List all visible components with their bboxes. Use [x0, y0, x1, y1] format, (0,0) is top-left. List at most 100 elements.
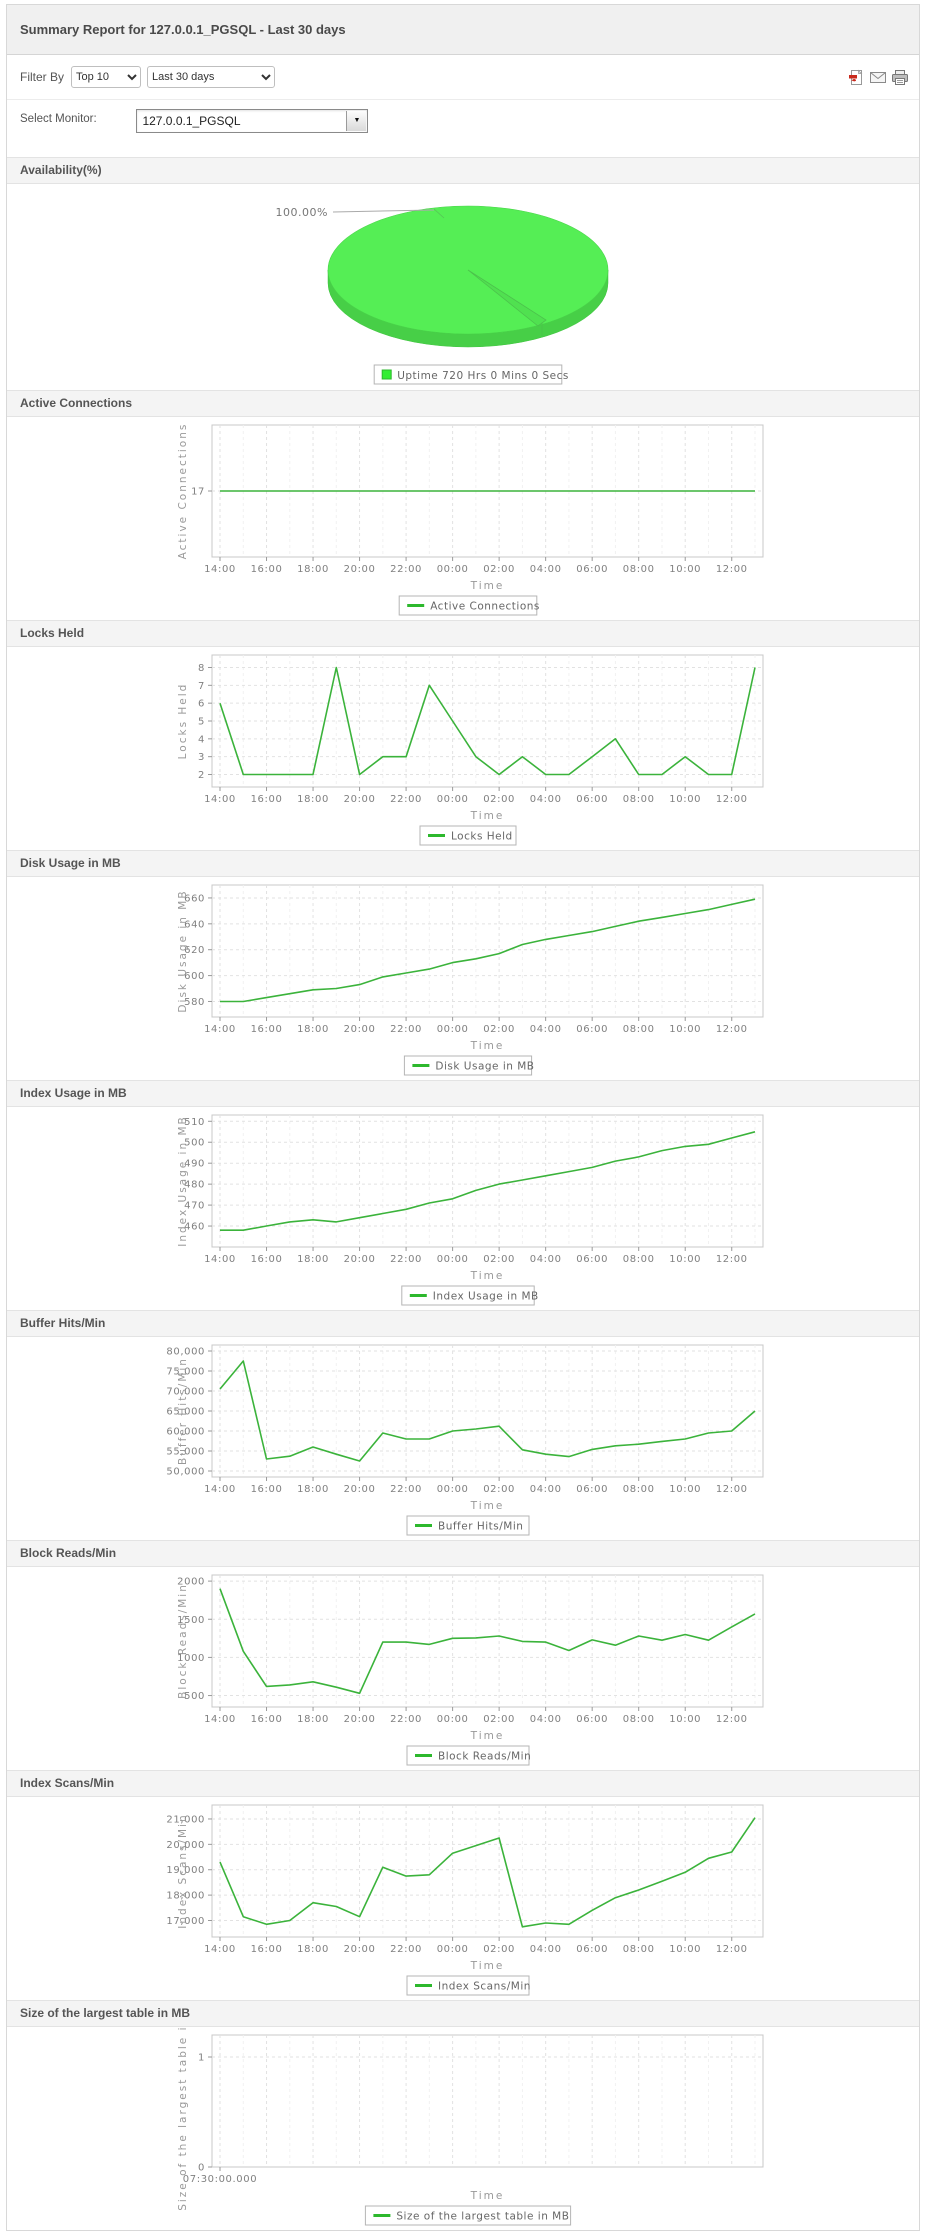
- x-axis-title: Time: [470, 1500, 505, 1512]
- legend-label: Locks Held: [451, 831, 513, 843]
- locks-held-chart: 2 3 4 5 6 7 8 14:00 16:00 18:00 20:00 22:00 00:00 02:…: [177, 654, 764, 846]
- x-tick-label: 12:00: [716, 1484, 748, 1495]
- print-icon[interactable]: [891, 69, 909, 86]
- x-tick-label: 20:00: [344, 1944, 376, 1955]
- x-tick-label: 00:00: [437, 1714, 469, 1725]
- y-tick-label: 460: [184, 1222, 205, 1233]
- x-tick-label: 00:00: [437, 794, 469, 805]
- plot-area: [211, 1114, 764, 1248]
- x-tick-label: 10:00: [669, 1484, 701, 1495]
- x-tick-label: 12:00: [716, 564, 748, 575]
- x-tick-label: 12:00: [716, 1254, 748, 1265]
- report-section-locks-held: Locks Held 2 3 4 5 6 7 8 14:00 16:00 18:00 20:00 22:…: [7, 620, 919, 850]
- x-axis-title: Time: [470, 1960, 505, 1972]
- plot-area: [211, 2034, 764, 2168]
- legend-label: Active Connections: [430, 601, 540, 613]
- x-tick-label: 16:00: [251, 1714, 283, 1725]
- x-tick-label: 04:00: [530, 1714, 562, 1725]
- period-select[interactable]: Last 30 days: [147, 66, 276, 88]
- x-tick-label: 10:00: [669, 564, 701, 575]
- x-tick-label: 10:00: [669, 1024, 701, 1035]
- top-n-select[interactable]: Top 10: [71, 66, 142, 88]
- x-tick-label: 08:00: [623, 564, 655, 575]
- x-tick-label: 14:00: [204, 564, 236, 575]
- y-tick-label: 6: [198, 699, 205, 710]
- x-tick-label: 00:00: [437, 564, 469, 575]
- x-tick-label: 12:00: [716, 1944, 748, 1955]
- x-tick-label: 04:00: [530, 794, 562, 805]
- legend-label: Size of the largest table in MB: [396, 2211, 569, 2223]
- y-tick-label: 490: [184, 1159, 205, 1170]
- y-tick-label: 480: [184, 1180, 205, 1191]
- x-tick-label: 06:00: [576, 1714, 608, 1725]
- y-tick-label: 470: [184, 1201, 205, 1212]
- y-tick-label: 1000: [177, 1653, 205, 1664]
- legend-label: Index Usage in MB: [433, 1291, 539, 1303]
- x-tick-label: 02:00: [483, 1024, 515, 1035]
- y-tick-label: 500: [184, 1691, 205, 1702]
- x-tick-label: 00:00: [437, 1254, 469, 1265]
- x-tick-label: 10:00: [669, 1254, 701, 1265]
- legend-box: [403, 1055, 533, 1076]
- x-tick-label: 20:00: [344, 1254, 376, 1265]
- y-tick-label: 7: [198, 681, 205, 692]
- x-tick-label: 18:00: [297, 564, 329, 575]
- legend-label: Block Reads/Min: [438, 1751, 531, 1763]
- x-tick-label: 06:00: [576, 1024, 608, 1035]
- report-title-bar: Summary Report for 127.0.0.1_PGSQL - Las…: [7, 5, 919, 55]
- y-tick-label: 0: [198, 2163, 205, 2174]
- buffer-hits-chart: 50,000 55,000 60,000 65,000 70,000 75,000 80,0…: [166, 1344, 764, 1536]
- index-scans-chart: 17,000 18,000 19,000 20,000 21,000 14:00 16:00…: [166, 1804, 764, 1996]
- x-tick-label: 22:00: [390, 1254, 422, 1265]
- x-tick-label: 04:00: [530, 564, 562, 575]
- x-tick-label: 00:00: [437, 1944, 469, 1955]
- report-sections: Availability(%) 100.00% Uptime 720 Hrs 0 M…: [7, 157, 919, 2230]
- x-tick-label: 18:00: [297, 1944, 329, 1955]
- legend-box: [364, 2205, 572, 2226]
- plot-area: [211, 1574, 764, 1708]
- y-tick-label: 2: [198, 770, 205, 781]
- section-header-locks-held: Locks Held: [7, 620, 919, 647]
- x-tick-label: 02:00: [483, 564, 515, 575]
- filter-by-label: Filter By: [20, 70, 65, 84]
- x-tick-label: 06:00: [576, 1254, 608, 1265]
- section-header-index-scans: Index Scans/Min: [7, 1770, 919, 1797]
- y-tick-label: 510: [184, 1117, 205, 1128]
- x-tick-label: 14:00: [204, 1484, 236, 1495]
- y-tick-label: 600: [184, 971, 205, 982]
- y-axis-title: Size of the largest table in MB: [177, 2027, 189, 2211]
- block-reads-chart: 500 1000 1500 2000 14:00 16:00 18:00 20:00 22:00…: [177, 1574, 764, 1766]
- legend-box: [401, 1285, 535, 1306]
- x-tick-label: 10:00: [669, 1944, 701, 1955]
- x-tick-label: 07:30:00.000: [183, 2174, 257, 2185]
- x-tick-label: 08:00: [623, 1944, 655, 1955]
- y-tick-label: 60,000: [166, 1427, 205, 1438]
- x-tick-label: 00:00: [437, 1024, 469, 1035]
- y-axis-title: Buffer Hits/Min: [177, 1357, 189, 1465]
- pie-legend-label: Uptime 720 Hrs 0 Mins 0 Secs: [397, 370, 569, 382]
- legend-box: [406, 1745, 530, 1766]
- x-tick-label: 02:00: [483, 1944, 515, 1955]
- x-tick-label: 18:00: [297, 1714, 329, 1725]
- combo-dropdown-button[interactable]: ▼: [346, 111, 367, 131]
- email-icon[interactable]: [869, 69, 887, 86]
- y-tick-label: 55,000: [166, 1447, 205, 1458]
- x-tick-label: 14:00: [204, 794, 236, 805]
- y-axis-title: Disk Usage in MB: [177, 889, 189, 1012]
- report-section-index-usage: Index Usage in MB 460 470 480 490 500 510 14:00…: [7, 1080, 919, 1310]
- x-tick-label: 04:00: [530, 1944, 562, 1955]
- y-tick-label: 17,000: [166, 1916, 205, 1927]
- x-tick-label: 16:00: [251, 794, 283, 805]
- section-header-index-usage: Index Usage in MB: [7, 1080, 919, 1107]
- x-tick-label: 18:00: [297, 1484, 329, 1495]
- report-section-index-scans: Index Scans/Min 17,000 18,000 19,000 20,000 2…: [7, 1770, 919, 2000]
- y-tick-label: 1: [198, 2053, 205, 2064]
- y-tick-label: 8: [198, 663, 205, 674]
- x-tick-label: 06:00: [576, 794, 608, 805]
- pdf-export-icon[interactable]: [847, 69, 865, 86]
- x-tick-label: 04:00: [530, 1024, 562, 1035]
- x-tick-label: 22:00: [390, 1944, 422, 1955]
- y-tick-label: 65,000: [166, 1407, 205, 1418]
- monitor-select[interactable]: 127.0.0.1_PGSQL ▼: [136, 109, 369, 133]
- x-tick-label: 20:00: [344, 1484, 376, 1495]
